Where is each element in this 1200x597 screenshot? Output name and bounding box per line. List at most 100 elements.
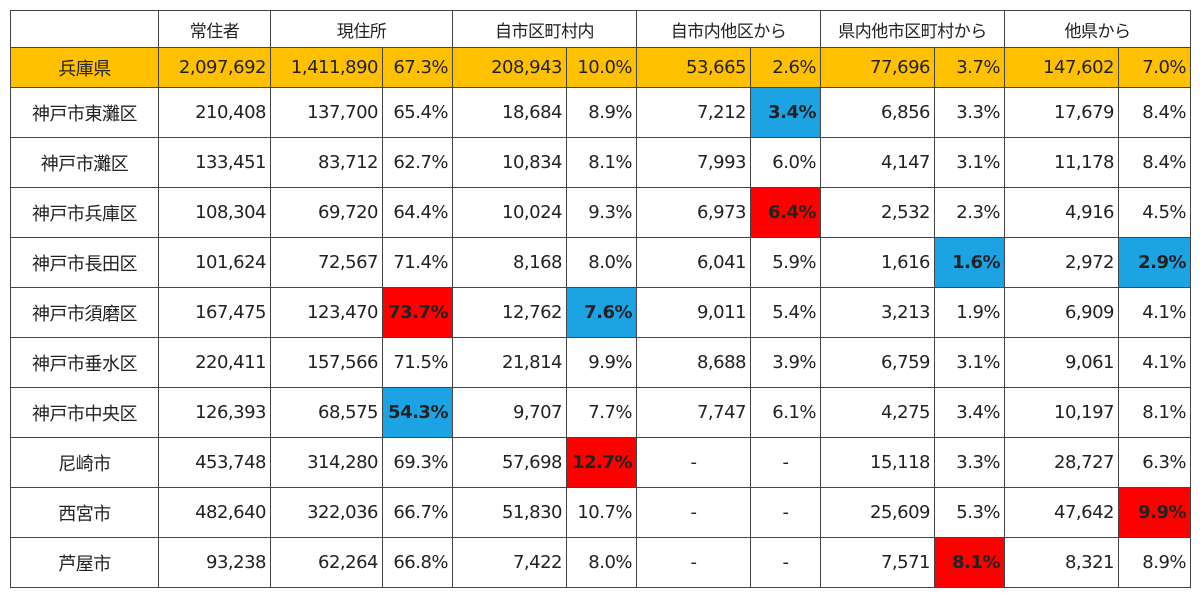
value-cell: 6,759 [820,337,935,388]
value-cell: 73.7% [382,287,453,338]
value-cell: 8.4% [1118,137,1191,188]
value-cell: 157,566 [270,337,383,388]
value-cell: 167,475 [158,287,271,338]
value-cell: 126,393 [158,387,271,438]
value-cell: 93,238 [158,537,271,588]
value-cell: 62,264 [270,537,383,588]
value-cell: 6.0% [750,137,821,188]
table-row: 西宮市 482,640 322,036 66.7% 51,830 10.7% - -25,60… [10,487,1191,538]
row-name: 西宮市 [10,487,159,538]
value-cell: 6,041 [636,237,751,288]
value-cell: 28,727 [1004,437,1119,488]
value-cell: 1,411,890 [270,47,383,88]
value-cell: 6,973 [636,187,751,238]
value-cell: 3.3% [934,437,1005,488]
value-cell: 8.9% [1118,537,1191,588]
value-cell: 2.3% [934,187,1005,238]
value-cell: 9.3% [566,187,637,238]
value-cell: 7.6% [566,287,637,338]
value-cell: - [636,487,751,538]
value-cell: 9,011 [636,287,751,338]
value-cell: 4.1% [1118,287,1191,338]
value-cell: 8,321 [1004,537,1119,588]
value-cell: 9.9% [566,337,637,388]
value-cell: - [750,537,821,588]
value-cell: 12,762 [452,287,567,338]
value-cell: 8.1% [1118,387,1191,438]
value-cell: 5.9% [750,237,821,288]
table-row: 神戸市兵庫区 108,304 69,720 64.4% 10,024 9.3% 6,973 6… [10,187,1191,238]
value-cell: 8.1% [566,137,637,188]
value-cell: 12.7% [566,437,637,488]
value-cell: 3.1% [934,337,1005,388]
row-name: 神戸市灘区 [10,137,159,188]
value-cell: 3.4% [934,387,1005,438]
header-cell: 常住者 [158,10,271,48]
row-name: 兵庫県 [10,47,159,88]
header-cell: 自市内他区から [636,10,821,48]
value-cell: 10.0% [566,47,637,88]
value-cell: 3.4% [750,87,821,138]
row-name: 神戸市兵庫区 [10,187,159,238]
value-cell: 101,624 [158,237,271,288]
value-cell: 322,036 [270,487,383,538]
value-cell: 208,943 [452,47,567,88]
value-cell: 7,422 [452,537,567,588]
value-cell: 66.8% [382,537,453,588]
value-cell: 4,275 [820,387,935,438]
table-row: 神戸市灘区 133,451 83,712 62.7% 10,834 8.1% 7,993 6.… [10,137,1191,188]
value-cell: 137,700 [270,87,383,138]
value-cell: 64.4% [382,187,453,238]
value-cell: 147,602 [1004,47,1119,88]
value-cell: 71.5% [382,337,453,388]
value-cell: - [636,437,751,488]
row-name: 神戸市東灘区 [10,87,159,138]
value-cell: 67.3% [382,47,453,88]
value-cell: 8.0% [566,237,637,288]
value-cell: 7.0% [1118,47,1191,88]
row-name: 尼崎市 [10,437,159,488]
value-cell: 9,061 [1004,337,1119,388]
value-cell: 3,213 [820,287,935,338]
value-cell: 2,532 [820,187,935,238]
value-cell: 6.4% [750,187,821,238]
value-cell: 62.7% [382,137,453,188]
table-row: 神戸市長田区 101,624 72,567 71.4% 8,168 8.0% 6,041 5.… [10,237,1191,288]
header-cell [10,10,159,48]
value-cell: 3.7% [934,47,1005,88]
value-cell: 83,712 [270,137,383,188]
value-cell: 6,856 [820,87,935,138]
value-cell: 9.9% [1118,487,1191,538]
value-cell: 9,707 [452,387,567,438]
table-row: 神戸市東灘区 210,408 137,700 65.4% 18,684 8.9% 7,212… [10,87,1191,138]
row-name: 芦屋市 [10,537,159,588]
row-name: 神戸市長田区 [10,237,159,288]
value-cell: 108,304 [158,187,271,238]
value-cell: 10.7% [566,487,637,538]
table-row: 神戸市中央区 126,393 68,575 54.3% 9,707 7.7% 7,747 6.… [10,387,1191,438]
table-row: 神戸市須磨区 167,475 123,470 73.7% 12,762 7.6% 9,011… [10,287,1191,338]
value-cell: 4.5% [1118,187,1191,238]
value-cell: 6,909 [1004,287,1119,338]
table-row: 兵庫県 2,097,692 1,411,890 67.3% 208,943 10.0% 53… [10,47,1191,88]
value-cell: 5.3% [934,487,1005,538]
value-cell: 6.3% [1118,437,1191,488]
value-cell: 8.1% [934,537,1005,588]
value-cell: 69,720 [270,187,383,238]
data-table: 常住者 現住所 自市区町村内 自市内他区から 県内他市区町村から 他県から 兵庫… [10,10,1191,588]
value-cell: 210,408 [158,87,271,138]
value-cell: 2.6% [750,47,821,88]
value-cell: 314,280 [270,437,383,488]
value-cell: 7,993 [636,137,751,188]
value-cell: - [750,487,821,538]
header-cell: 現住所 [270,10,453,48]
table-row: 尼崎市 453,748 314,280 69.3% 57,698 12.7% - -15,11… [10,437,1191,488]
value-cell: 57,698 [452,437,567,488]
value-cell: 47,642 [1004,487,1119,538]
value-cell: 11,178 [1004,137,1119,188]
value-cell: 8,688 [636,337,751,388]
value-cell: 7,571 [820,537,935,588]
value-cell: 5.4% [750,287,821,338]
value-cell: 7,212 [636,87,751,138]
